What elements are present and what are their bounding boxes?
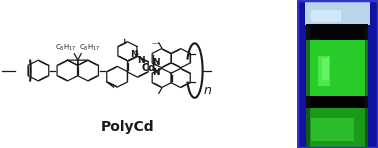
Text: C$_8$H$_{17}$: C$_8$H$_{17}$ xyxy=(55,43,76,53)
Text: —: — xyxy=(151,40,158,46)
Text: C$_8$H$_{17}$: C$_8$H$_{17}$ xyxy=(79,43,101,53)
Text: n: n xyxy=(204,84,212,97)
Text: N: N xyxy=(138,56,145,65)
Bar xyxy=(307,96,368,110)
Bar xyxy=(307,27,310,147)
Text: PolyCd: PolyCd xyxy=(101,120,155,134)
Bar xyxy=(307,108,368,147)
Bar xyxy=(305,0,370,25)
Bar xyxy=(307,1,368,147)
Bar xyxy=(322,58,329,80)
Bar xyxy=(307,40,368,96)
Text: Cd: Cd xyxy=(141,63,156,73)
Bar xyxy=(365,27,368,147)
Bar xyxy=(307,24,368,40)
Text: N: N xyxy=(152,68,160,77)
Text: N: N xyxy=(130,50,138,59)
Bar xyxy=(311,118,354,141)
Bar xyxy=(297,0,307,148)
Bar xyxy=(311,10,341,22)
Bar xyxy=(368,0,378,148)
Bar xyxy=(318,56,330,86)
Text: N: N xyxy=(152,58,160,67)
